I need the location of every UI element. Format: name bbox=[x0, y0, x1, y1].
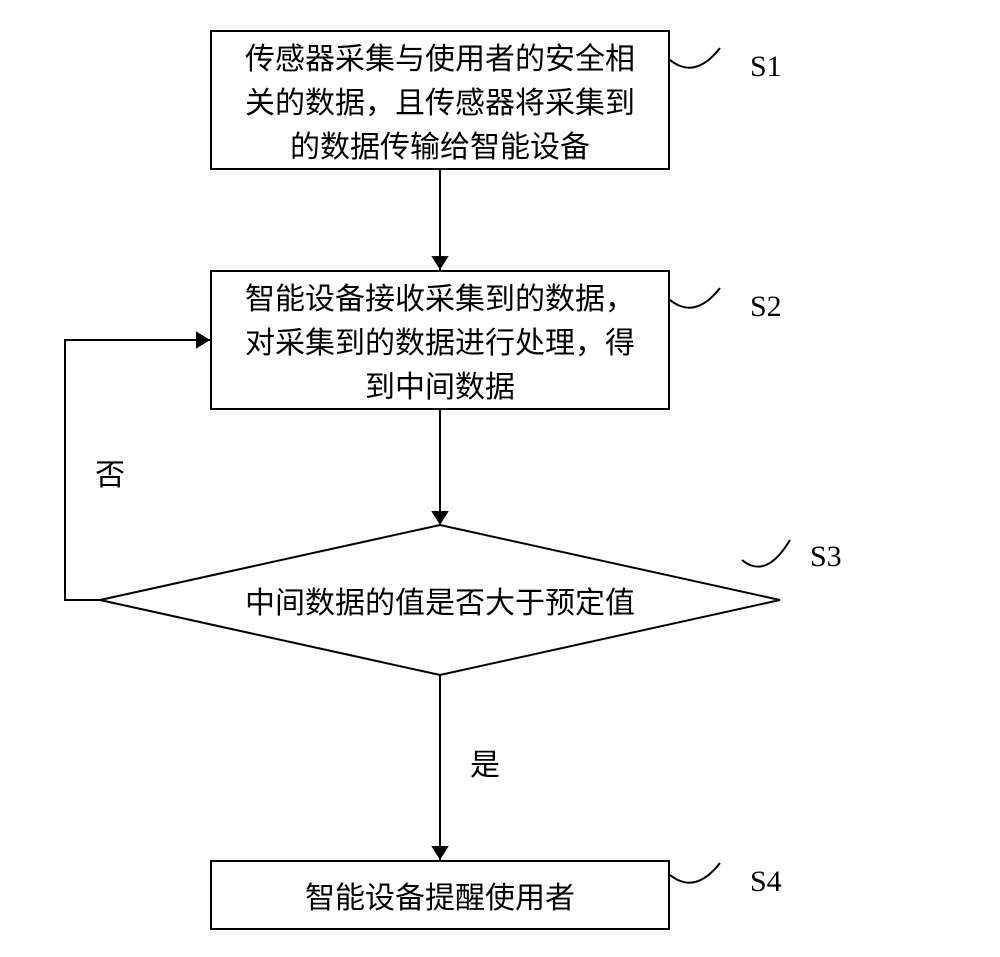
step-label-s1: S1 bbox=[750, 50, 782, 84]
flow-node-text: 传感器采集与使用者的安全相关的数据，且传感器将采集到的数据传输给智能设备 bbox=[245, 34, 635, 166]
flow-node-text: 中间数据的值是否大于预定值 bbox=[100, 525, 780, 675]
step-label-s3: S3 bbox=[810, 540, 842, 574]
step-label-s4: S4 bbox=[750, 865, 782, 899]
flow-node-s3: 中间数据的值是否大于预定值 bbox=[100, 525, 780, 675]
edge-label: 否 bbox=[95, 450, 125, 494]
flow-node-s2: 智能设备接收采集到的数据，对采集到的数据进行处理，得到中间数据 bbox=[210, 270, 670, 410]
flow-node-s4: 智能设备提醒使用者 bbox=[210, 860, 670, 930]
edge-label: 是 bbox=[470, 740, 500, 784]
flow-node-text: 智能设备接收采集到的数据，对采集到的数据进行处理，得到中间数据 bbox=[245, 274, 635, 406]
step-label-s2: S2 bbox=[750, 290, 782, 324]
flow-node-s1: 传感器采集与使用者的安全相关的数据，且传感器将采集到的数据传输给智能设备 bbox=[210, 30, 670, 170]
flow-node-text: 智能设备提醒使用者 bbox=[305, 873, 575, 917]
